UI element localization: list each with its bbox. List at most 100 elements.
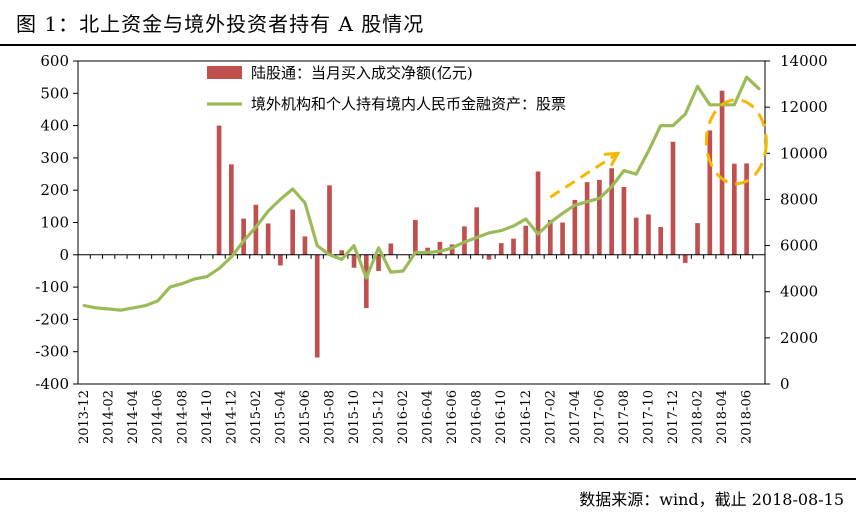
x-tick-label: 2013-12 (77, 390, 92, 444)
right-y-tick-label: 4000 (780, 283, 818, 301)
bar-2015-11 (363, 254, 369, 309)
x-tick-label: 2014-10 (200, 390, 215, 444)
bar-2015-09 (339, 250, 345, 255)
x-tick-label: 2016-02 (396, 390, 411, 444)
bar-2016-12 (523, 225, 529, 255)
bar-2017-02 (547, 219, 553, 255)
x-axis: 2013-12 2014-02 2014-04 2014-06 2014-08 2014-… (77, 390, 754, 444)
bar-2018-05 (731, 163, 737, 255)
right-y-tick-label: 6000 (780, 237, 818, 255)
bar-2018-04 (719, 90, 725, 255)
line-series (82, 75, 761, 312)
bar-2018-06 (744, 163, 749, 255)
bar-2015-05 (290, 209, 296, 255)
bar-2016-10 (498, 243, 504, 255)
x-tick-label: 2018-06 (740, 390, 755, 444)
left-y-tick-label: 600 (40, 52, 69, 70)
bar-2016-03 (413, 219, 418, 255)
legend-label-line: 境外机构和个人持有境内人民币金融资产：股票 (251, 95, 566, 113)
left-y-tick-label: 100 (40, 214, 69, 232)
x-tick-label: 2015-12 (372, 390, 387, 444)
right-y-tick-label: 8000 (780, 190, 818, 208)
bar-2016-01 (388, 243, 394, 255)
right-y-tick-label: 0 (780, 375, 790, 393)
bar-2016-08 (474, 207, 480, 255)
top-rule (0, 44, 856, 46)
highlight-circle (704, 98, 768, 186)
x-tick-label: 2017-06 (592, 390, 607, 444)
x-tick-label: 2014-04 (126, 390, 141, 444)
bar-2015-12 (376, 254, 381, 271)
x-tick-label: 2016-10 (494, 390, 509, 444)
x-tick-label: 2016-08 (470, 390, 485, 444)
x-tick-label: 2017-12 (666, 390, 681, 444)
x-tick-label: 2014-12 (224, 390, 239, 444)
figure-title: 图 1：北上资金与境外投资者持有 A 股情况 (16, 12, 425, 36)
bar-2017-05 (584, 182, 590, 255)
bar-2015-08 (327, 185, 332, 255)
x-tick-label: 2017-08 (617, 390, 632, 444)
left-y-tick-label: 300 (40, 149, 69, 167)
bar-2014-12 (229, 164, 234, 255)
bar-2015-01 (241, 218, 246, 255)
bar-2017-10 (646, 214, 651, 255)
bar-2017-03 (560, 222, 565, 255)
legend-swatch-bar (207, 66, 242, 79)
left-y-tick-label: -300 (35, 343, 69, 361)
bar-2015-10 (351, 254, 357, 268)
right-y-tick-label: 2000 (780, 329, 818, 347)
bar-2015-04 (278, 254, 283, 266)
zero-line (77, 254, 766, 259)
x-tick-label: 2017-02 (543, 390, 558, 444)
left-y-tick-label: 500 (40, 84, 69, 102)
bar-2017-07 (609, 168, 614, 255)
left-y-tick-label: -200 (35, 310, 69, 328)
x-tick-label: 2016-04 (421, 390, 436, 444)
left-y-tick-label: 0 (59, 246, 69, 264)
bar-2017-12 (670, 141, 676, 255)
annotations (549, 98, 768, 199)
bar-series (216, 90, 749, 358)
bar-2015-02 (253, 204, 259, 255)
bar-2016-11 (511, 238, 516, 255)
bar-2015-07 (314, 254, 320, 358)
left-y-tick-label: 400 (40, 117, 69, 135)
x-tick-label: 2014-02 (102, 390, 117, 444)
rising-trend-arrow (549, 152, 619, 199)
x-tick-label: 2015-04 (273, 390, 288, 444)
bar-2017-04 (572, 199, 578, 255)
rising-trend-arrowhead (603, 151, 621, 167)
bar-2018-02 (695, 223, 700, 255)
bar-2017-08 (621, 186, 627, 255)
legend-label-bar: 陆股通：当月买入成交净额(亿元) (251, 64, 473, 82)
bar-2017-06 (597, 179, 602, 255)
x-tick-label: 2017-04 (568, 390, 583, 444)
left-y-axis: 600 500 400 300 200 100 0 -100 -200 -300 -400 (35, 52, 78, 393)
left-y-tick-label: -100 (35, 278, 69, 296)
source-note: 数据来源：wind，截止 2018-08-15 (579, 490, 844, 509)
line-stock-holdings (82, 75, 761, 312)
bar-2018-03 (707, 130, 713, 255)
bar-2014-11 (216, 125, 222, 255)
bar-2015-06 (302, 236, 308, 255)
bar-2017-01 (535, 171, 541, 255)
x-tick-label: 2015-08 (322, 390, 337, 444)
right-y-tick-label: 14000 (780, 52, 828, 70)
x-tick-label: 2014-06 (151, 390, 166, 444)
x-tick-label: 2017-10 (641, 390, 656, 444)
right-y-tick-label: 10000 (780, 144, 828, 162)
bar-2017-11 (658, 227, 664, 255)
x-tick-label: 2015-02 (249, 390, 264, 444)
left-y-tick-label: 200 (40, 181, 69, 199)
bottom-rule (0, 478, 856, 480)
bar-2016-09 (486, 254, 492, 260)
x-tick-label: 2014-08 (175, 390, 190, 444)
x-tick-label: 2016-12 (519, 390, 534, 444)
bar-2016-05 (437, 241, 443, 255)
bar-2016-06 (449, 244, 455, 255)
x-tick-label: 2015-10 (347, 390, 362, 444)
right-y-tick-label: 12000 (780, 98, 828, 116)
bar-2017-09 (633, 217, 639, 255)
x-tick-label: 2018-02 (691, 390, 706, 444)
